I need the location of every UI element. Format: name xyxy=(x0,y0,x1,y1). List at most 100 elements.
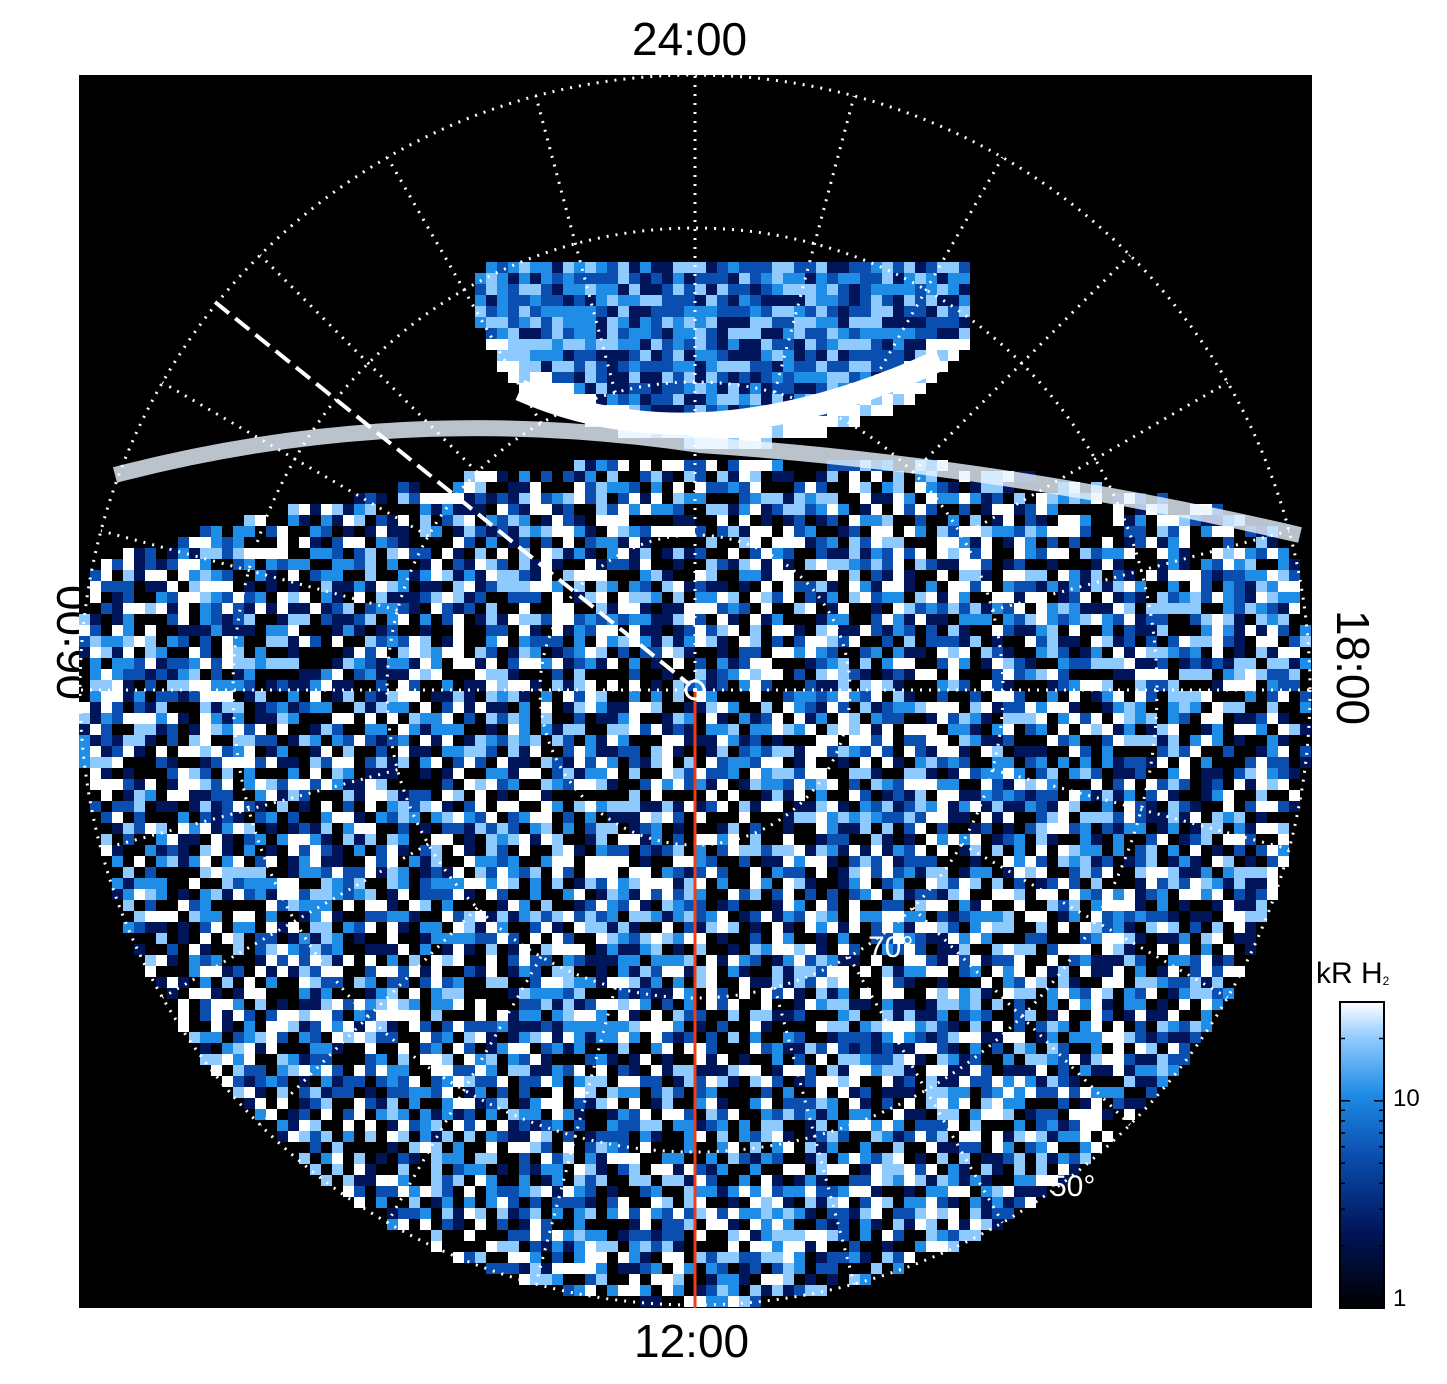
emission-cell xyxy=(387,878,398,889)
emission-cell xyxy=(1014,504,1025,515)
emission-cell xyxy=(563,339,574,350)
emission-cell xyxy=(849,878,860,889)
emission-cell xyxy=(838,1010,849,1021)
emission-cell xyxy=(354,889,365,900)
emission-cell xyxy=(673,273,684,284)
emission-cell xyxy=(310,922,321,933)
emission-cell xyxy=(706,317,717,328)
emission-cell xyxy=(530,581,541,592)
emission-cell xyxy=(552,922,563,933)
emission-cell xyxy=(288,559,299,570)
emission-cell xyxy=(453,515,464,526)
emission-cell xyxy=(1201,999,1212,1010)
emission-cell xyxy=(1102,724,1113,735)
emission-cell xyxy=(145,889,156,900)
emission-cell xyxy=(673,801,684,812)
emission-cell xyxy=(695,361,706,372)
emission-cell xyxy=(1157,922,1168,933)
emission-cell xyxy=(167,603,178,614)
emission-cell xyxy=(728,702,739,713)
emission-cell xyxy=(1300,625,1311,636)
emission-cell xyxy=(508,592,519,603)
emission-cell xyxy=(607,526,618,537)
emission-cell xyxy=(321,592,332,603)
emission-cell xyxy=(1102,966,1113,977)
emission-cell xyxy=(706,273,717,284)
emission-cell xyxy=(717,284,728,295)
emission-cell xyxy=(651,911,662,922)
emission-cell xyxy=(849,559,860,570)
emission-cell xyxy=(640,889,651,900)
emission-cell xyxy=(970,900,981,911)
emission-cell xyxy=(882,878,893,889)
emission-cell xyxy=(1014,889,1025,900)
emission-cell xyxy=(453,526,464,537)
emission-cell xyxy=(860,273,871,284)
emission-cell xyxy=(607,735,618,746)
emission-cell xyxy=(739,658,750,669)
emission-cell xyxy=(1124,526,1135,537)
emission-cell xyxy=(1058,614,1069,625)
emission-cell xyxy=(937,328,948,339)
emission-cell xyxy=(673,1010,684,1021)
emission-cell xyxy=(618,460,629,471)
emission-cell xyxy=(288,790,299,801)
emission-cell xyxy=(1223,911,1234,922)
emission-cell xyxy=(904,977,915,988)
emission-cell xyxy=(1058,647,1069,658)
emission-cell xyxy=(431,988,442,999)
emission-cell xyxy=(1212,900,1223,911)
emission-cell xyxy=(530,273,541,284)
emission-cell xyxy=(1069,878,1080,889)
emission-cell xyxy=(585,647,596,658)
emission-cell xyxy=(211,955,222,966)
emission-cell xyxy=(79,702,90,713)
emission-cell xyxy=(783,548,794,559)
emission-cell xyxy=(343,647,354,658)
emission-cell xyxy=(365,977,376,988)
emission-cell xyxy=(805,273,816,284)
emission-cell xyxy=(365,724,376,735)
emission-cell xyxy=(1091,790,1102,801)
emission-cell xyxy=(486,284,497,295)
emission-cell xyxy=(244,911,255,922)
emission-cell xyxy=(519,867,530,878)
emission-cell xyxy=(574,526,585,537)
emission-cell xyxy=(838,262,849,273)
emission-cell xyxy=(684,471,695,482)
emission-cell xyxy=(728,306,739,317)
emission-cell xyxy=(981,504,992,515)
emission-cell xyxy=(222,1054,233,1065)
emission-cell xyxy=(585,1098,596,1109)
emission-cell xyxy=(497,471,508,482)
emission-cell xyxy=(508,834,519,845)
emission-cell xyxy=(277,713,288,724)
emission-cell xyxy=(442,889,453,900)
emission-cell xyxy=(662,383,673,394)
emission-cell xyxy=(871,614,882,625)
emission-cell xyxy=(398,746,409,757)
emission-cell xyxy=(651,878,662,889)
emission-cell xyxy=(145,559,156,570)
emission-cell xyxy=(475,1032,486,1043)
emission-cell xyxy=(409,900,420,911)
emission-cell xyxy=(387,966,398,977)
emission-cell xyxy=(948,592,959,603)
emission-cell xyxy=(1025,625,1036,636)
emission-cell xyxy=(970,999,981,1010)
emission-cell xyxy=(662,350,673,361)
emission-cell xyxy=(244,1054,255,1065)
emission-cell xyxy=(1245,900,1256,911)
emission-cell xyxy=(200,845,211,856)
emission-cell xyxy=(1168,1065,1179,1076)
emission-cell xyxy=(321,944,332,955)
emission-cell xyxy=(706,746,717,757)
emission-cell xyxy=(1157,746,1168,757)
emission-cell xyxy=(90,592,101,603)
emission-cell xyxy=(860,702,871,713)
emission-cell xyxy=(519,570,530,581)
emission-cell xyxy=(915,603,926,614)
emission-cell xyxy=(519,317,530,328)
emission-cell xyxy=(794,691,805,702)
emission-cell xyxy=(1036,845,1047,856)
